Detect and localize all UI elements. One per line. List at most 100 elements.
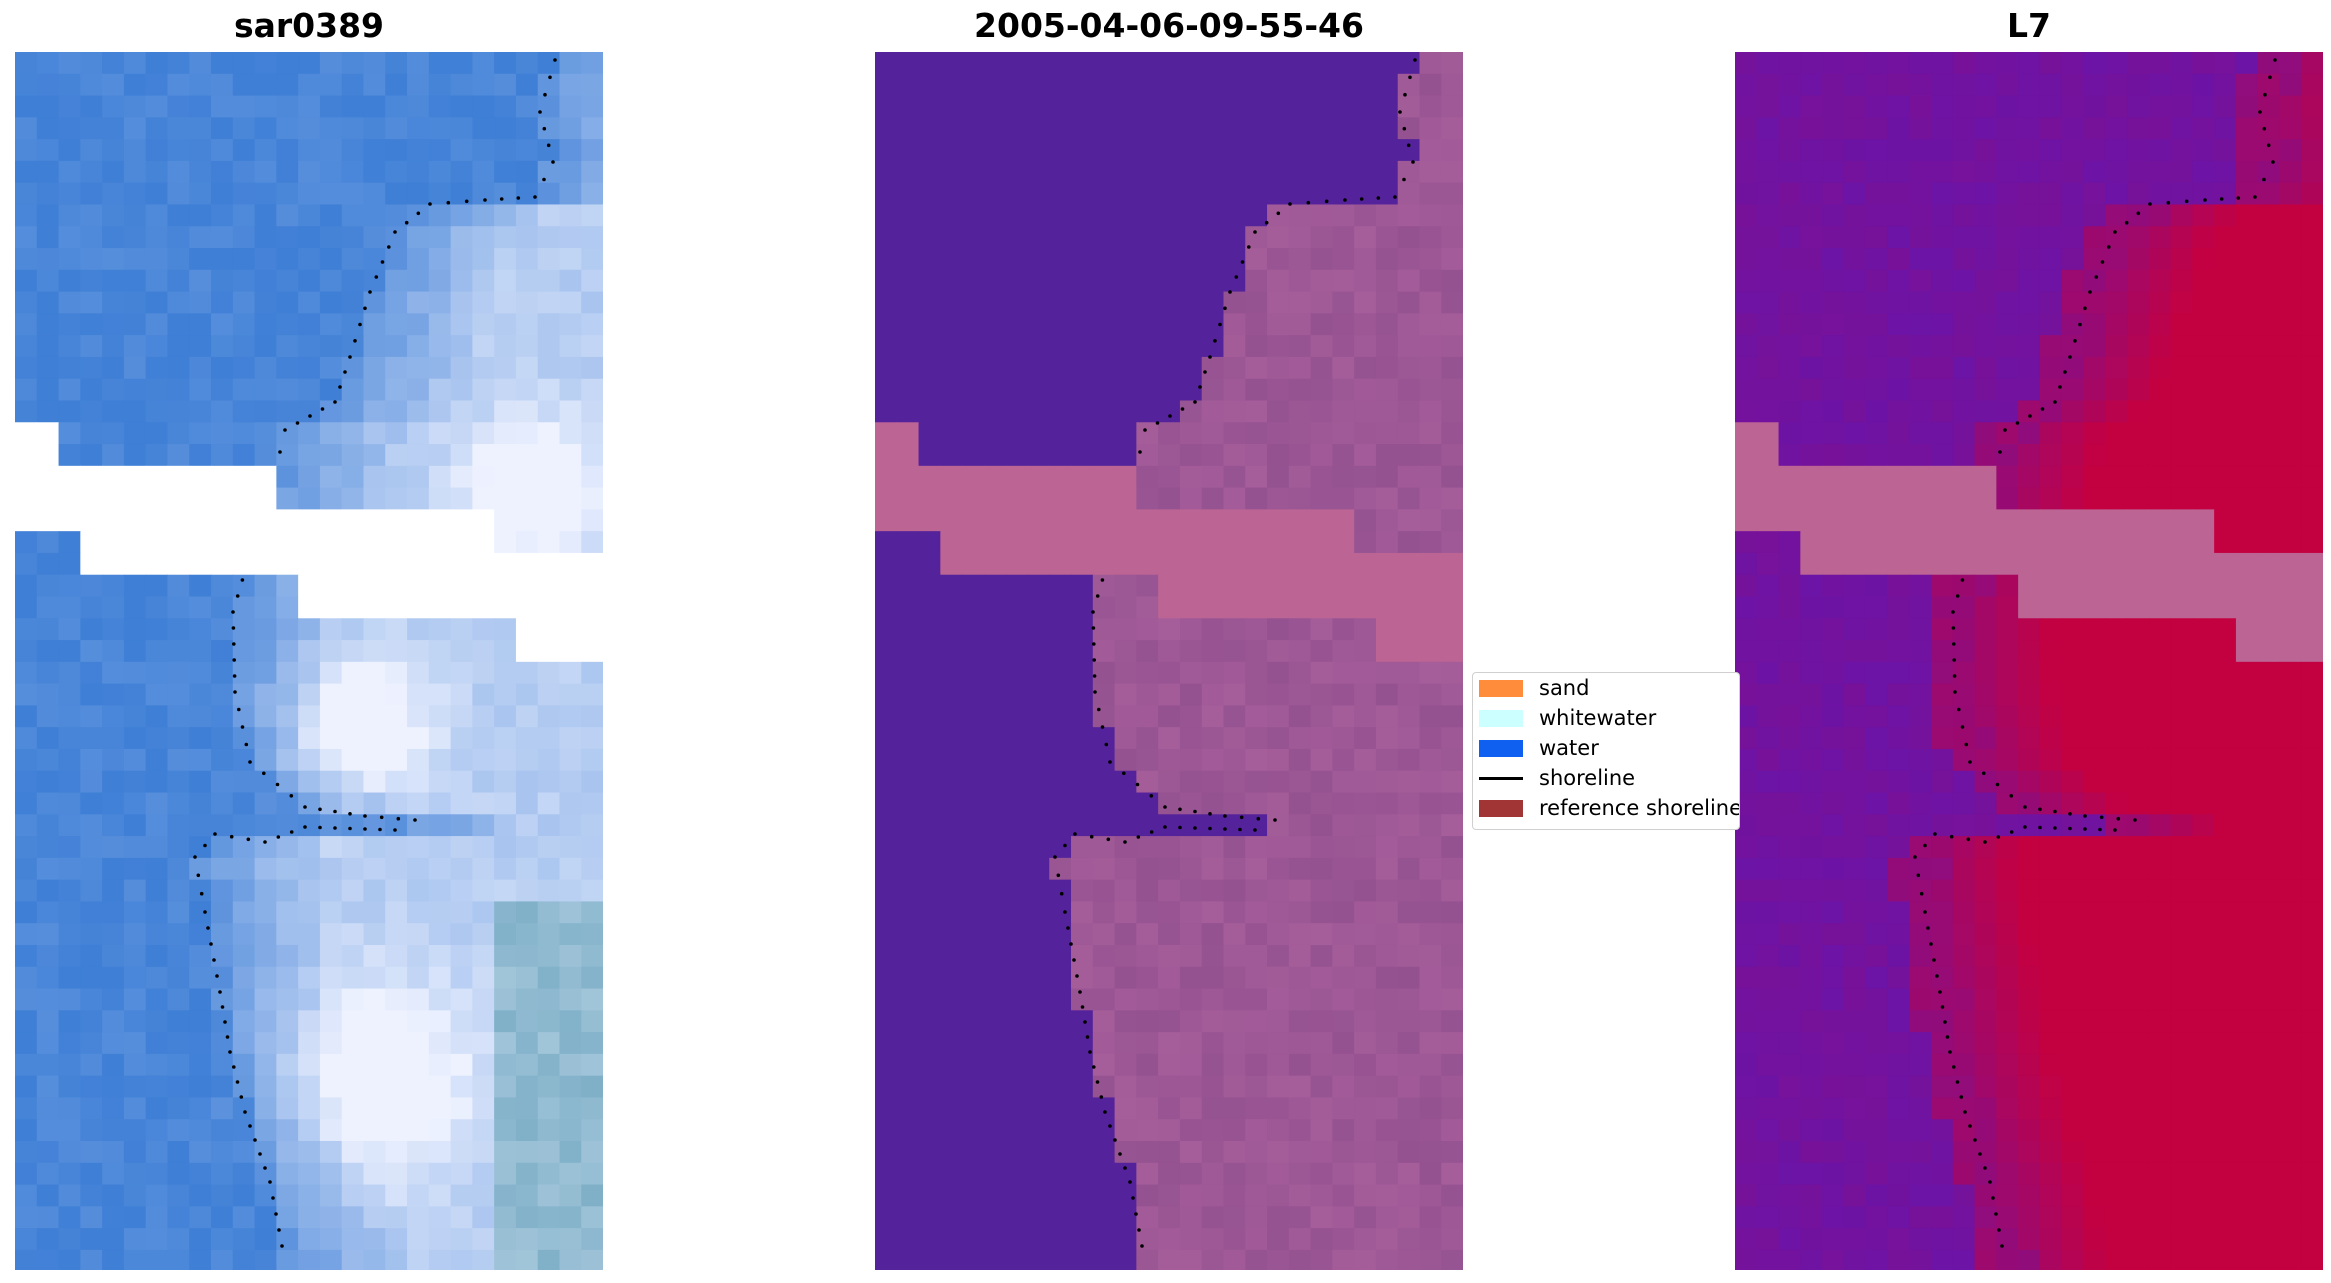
pixel-cell [1778, 836, 1801, 859]
pixel-cell [123, 596, 147, 619]
pixel-cell [1049, 944, 1072, 968]
pixel-cell [2170, 988, 2193, 1011]
pixel-cell [1158, 160, 1181, 184]
pixel-cell [1441, 1141, 1463, 1164]
pixel-cell [102, 640, 125, 663]
pixel-cell [2148, 618, 2172, 641]
pixel-cell [494, 1206, 517, 1229]
pixel-cell [36, 313, 60, 336]
pixel-cell [167, 727, 190, 750]
pixel-cell [1223, 73, 1246, 97]
pixel-cell [1441, 400, 1463, 423]
pixel-cell [36, 52, 60, 75]
pixel-cell [2061, 1162, 2085, 1186]
pixel-cell [1158, 509, 1181, 532]
pixel-cell [1310, 1206, 1333, 1229]
pixel-cell [2148, 705, 2172, 728]
pixel-cell [2257, 836, 2281, 859]
pixel-cell [58, 226, 81, 249]
pixel-cell [1223, 204, 1246, 227]
pixel-cell [1288, 814, 1312, 837]
pixel-cell [58, 313, 81, 336]
pixel-cell [2170, 1206, 2193, 1229]
pixel-cell [1354, 1184, 1377, 1207]
pixel-cell [1310, 73, 1333, 97]
pixel-cell [1952, 509, 1976, 532]
pixel-cell [581, 444, 603, 467]
pixel-cell [1049, 335, 1072, 358]
pixel-cell [363, 139, 386, 162]
pixel-cell [385, 640, 408, 663]
pixel-cell [2235, 378, 2259, 402]
pixel-cell [1397, 705, 1421, 728]
pixel-cell [1027, 1097, 1050, 1120]
pixel-cell [102, 661, 125, 685]
pixel-cell [102, 182, 125, 206]
pixel-cell [2301, 487, 2323, 510]
pixel-cell [537, 73, 561, 97]
pixel-cell [1158, 335, 1181, 358]
pixel-cell [2301, 1097, 2323, 1120]
shoreline-point [393, 230, 397, 234]
pixel-cell [319, 1032, 343, 1055]
pixel-cell [2018, 1184, 2041, 1207]
pixel-cell [1267, 988, 1290, 1011]
pixel-cell [1800, 1119, 1823, 1142]
pixel-cell [1735, 182, 1758, 206]
pixel-cell [940, 117, 963, 140]
pixel-cell [983, 73, 1007, 97]
pixel-cell [15, 857, 38, 881]
pixel-cell [1288, 160, 1312, 184]
pixel-cell [494, 1141, 517, 1164]
pixel-cell [494, 705, 517, 728]
pixel-cell [2039, 73, 2063, 97]
pixel-cell [2083, 509, 2106, 532]
pixel-cell [319, 1228, 343, 1251]
pixel-cell [363, 73, 386, 97]
pixel-cell [1136, 226, 1159, 249]
pixel-cell [1822, 574, 1845, 598]
pixel-cell [515, 465, 539, 489]
pixel-cell [896, 640, 920, 663]
pixel-cell [1909, 836, 1932, 859]
pixel-cell [80, 770, 103, 794]
pixel-cell [298, 1097, 321, 1120]
pixel-cell [472, 95, 495, 118]
pixel-cell [940, 1184, 963, 1207]
pixel-cell [428, 1119, 452, 1142]
pixel-cell [2127, 400, 2150, 423]
pixel-cell [167, 1228, 190, 1251]
pixel-cell [1931, 465, 1954, 489]
pixel-cell [1952, 465, 1976, 489]
pixel-cell [2105, 226, 2128, 249]
pixel-cell [896, 596, 920, 619]
pixel-cell [341, 531, 365, 554]
shoreline-point [280, 1244, 284, 1248]
pixel-cell [472, 1184, 495, 1207]
pixel-cell [1931, 1249, 1954, 1270]
pixel-cell [1092, 1032, 1116, 1055]
pixel-cell [385, 1053, 408, 1077]
pixel-cell [2018, 1228, 2041, 1251]
pixel-cell [581, 814, 603, 837]
pixel-cell [940, 640, 963, 663]
pixel-cell [2192, 117, 2215, 140]
pixel-cell [450, 944, 473, 968]
pixel-cell [189, 683, 212, 706]
pixel-cell [2235, 705, 2259, 728]
shoreline-point [1180, 407, 1185, 411]
pixel-cell [1931, 640, 1954, 663]
pixel-cell [1245, 73, 1268, 97]
pixel-cell [1800, 814, 1823, 837]
pixel-cell [2192, 857, 2215, 881]
pixel-cell [407, 291, 430, 314]
pixel-cell [875, 944, 898, 968]
pixel-cell [123, 814, 147, 837]
pixel-cell [428, 465, 452, 489]
pixel-cell [450, 226, 473, 249]
pixel-cell [1800, 422, 1823, 445]
pixel-cell [145, 705, 169, 728]
pixel-cell [1310, 552, 1333, 576]
pixel-cell [1245, 836, 1268, 859]
pixel-cell [1778, 139, 1801, 162]
